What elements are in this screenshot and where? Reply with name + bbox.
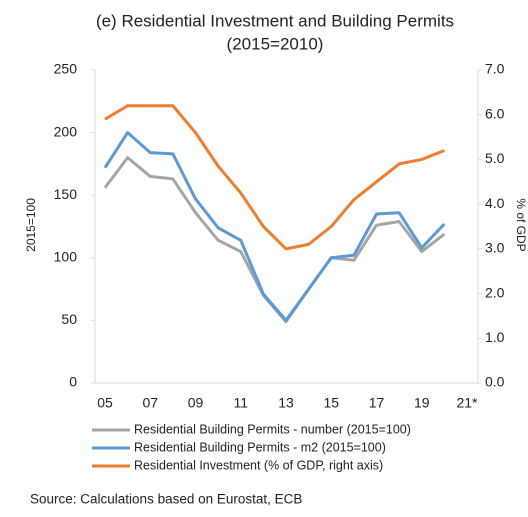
y-axis-label: 2015=100: [24, 198, 38, 252]
series-line: [104, 104, 445, 251]
chart-title: (e) Residential Investment and Building …: [96, 11, 454, 30]
y2-tick-label: 4.0: [485, 195, 505, 211]
legend-label: Residential Building Permits - m2 (2015=…: [134, 440, 386, 454]
x-tick-label: 09: [188, 395, 204, 411]
x-tick-label: 07: [142, 395, 158, 411]
x-tick-label: 11: [233, 395, 248, 411]
y2-tick-label: 2.0: [485, 284, 505, 300]
y-tick-label: 200: [54, 123, 78, 139]
x-tick-label: 17: [369, 395, 385, 411]
legend-label: Residential Building Permits - number (2…: [134, 422, 411, 436]
series-line: [103, 131, 446, 322]
x-tick-label: 15: [323, 395, 339, 411]
y2-tick-label: 3.0: [485, 240, 505, 256]
y-tick-label: 100: [54, 249, 78, 265]
x-tick-label: 19: [414, 395, 430, 411]
y2-axis-label: % of GDP: [514, 198, 528, 251]
y2-tick-label: 1.0: [485, 329, 505, 345]
y2-tick-label: 5.0: [485, 150, 505, 166]
y2-tick-label: 7.0: [485, 61, 505, 77]
y-tick-label: 250: [54, 61, 78, 77]
x-tick-label: 21*: [456, 395, 478, 411]
source-note: Source: Calculations based on Eurostat, …: [30, 492, 302, 507]
y2-tick-label: 6.0: [485, 105, 505, 121]
y-tick-label: 50: [61, 311, 77, 327]
x-tick-label: 13: [278, 395, 294, 411]
chart-subtitle: (2015=2010): [227, 34, 324, 53]
legend-label: Residential Investment (% of GDP, right …: [134, 458, 383, 472]
x-tick-label: 05: [97, 395, 113, 411]
y-tick-label: 0: [69, 374, 77, 390]
y2-tick-label: 0.0: [485, 374, 505, 390]
y-tick-label: 150: [54, 186, 78, 202]
